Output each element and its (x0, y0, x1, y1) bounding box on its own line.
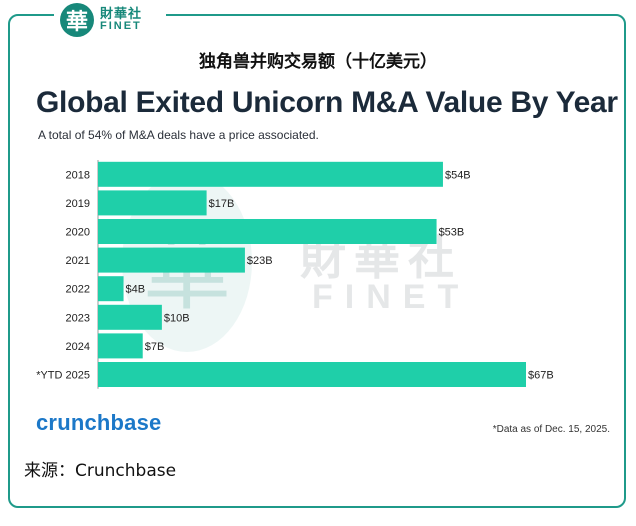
data-note: *Data as of Dec. 15, 2025. (492, 424, 610, 435)
value-label: $67B (528, 370, 554, 382)
card-frame (8, 14, 626, 508)
bar-2023 (98, 304, 162, 330)
bar-2021 (98, 247, 245, 273)
brand-name-en: FINET (100, 20, 142, 33)
category-label: 2020 (66, 227, 90, 239)
category-label: 2018 (66, 169, 90, 181)
category-label: *YTD 2025 (36, 370, 90, 382)
bar-2019 (98, 190, 207, 216)
value-label: $53B (439, 227, 465, 239)
category-label: 2019 (66, 198, 90, 210)
value-label: $17B (209, 198, 235, 210)
chinese-title: 独角兽并购交易额（十亿美元） (199, 52, 437, 72)
bar-ytd2025 (98, 362, 526, 387)
value-label: $23B (247, 255, 273, 267)
finet-logo: 華 財華社 FINET (54, 0, 166, 40)
brand-name-cn: 財華社 (100, 6, 143, 22)
bar-2018 (98, 161, 443, 187)
category-label: 2023 (66, 312, 90, 324)
watermark-en: FINET (312, 278, 471, 316)
crunchbase-logo: crunchbase (36, 410, 162, 435)
value-label: $7B (145, 341, 165, 353)
value-label: $54B (445, 169, 471, 181)
value-label: $4B (126, 284, 146, 296)
bar-2024 (98, 333, 143, 359)
chart-subtitle: A total of 54% of M&A deals have a price… (38, 128, 319, 142)
value-label: $10B (164, 312, 190, 324)
category-label: 2021 (66, 255, 90, 267)
bar-2022 (98, 276, 124, 302)
category-label: 2022 (66, 284, 90, 296)
category-label: 2024 (66, 341, 90, 353)
finet-seal-icon: 華 (60, 3, 94, 37)
source-line: 来源：Crunchbase (24, 461, 177, 481)
bar-2020 (98, 219, 437, 244)
chart-title: Global Exited Unicorn M&A Value By Year (36, 86, 618, 119)
